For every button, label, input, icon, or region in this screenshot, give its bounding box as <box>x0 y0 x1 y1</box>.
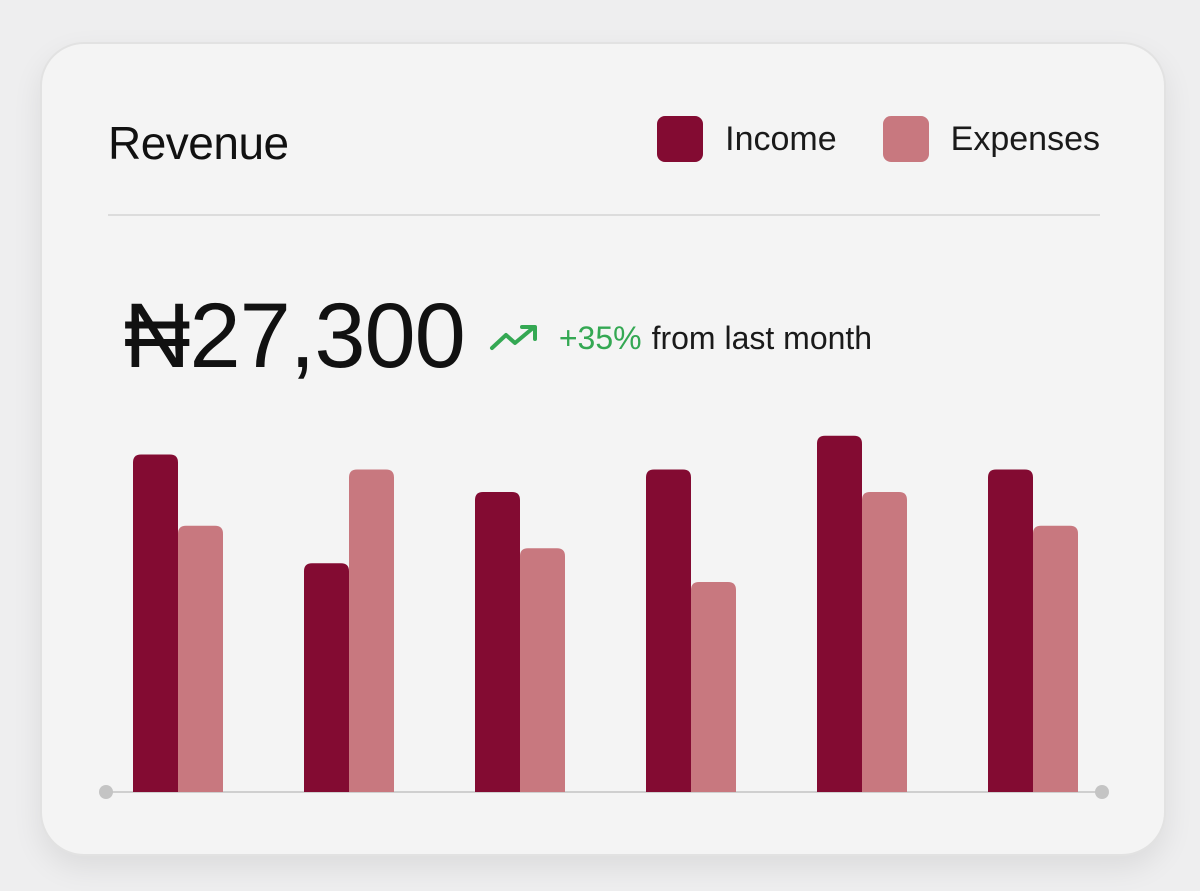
legend-item-income: Income <box>657 116 837 162</box>
axis-end-dot <box>1095 785 1109 799</box>
bar-expenses-4 <box>691 582 736 792</box>
bar-expenses-3 <box>520 548 565 792</box>
change-text: from last month <box>651 319 873 356</box>
legend-swatch-income <box>657 116 704 162</box>
header-divider <box>108 214 1100 216</box>
bar-chart <box>99 435 1109 799</box>
bar-income-3 <box>475 492 520 792</box>
revenue-card: Revenue Income Expenses ₦27,300 +35% fro… <box>40 42 1166 856</box>
bar-expenses-5 <box>862 492 907 792</box>
revenue-summary: ₦27,300 +35% from last month <box>124 284 872 389</box>
axis-start-dot <box>99 785 113 799</box>
trend-up-icon <box>489 325 537 350</box>
bar-expenses-1 <box>178 525 223 792</box>
legend-item-expenses: Expenses <box>882 116 1100 162</box>
revenue-amount: ₦27,300 <box>124 285 466 387</box>
bar-expenses-2 <box>349 469 394 792</box>
bar-expenses-6 <box>1033 525 1078 792</box>
chart-title: Revenue <box>108 117 289 169</box>
bar-income-1 <box>133 454 178 792</box>
revenue-change: +35% from last month <box>489 320 872 357</box>
bar-income-4 <box>646 469 691 792</box>
bar-income-5 <box>817 435 862 792</box>
legend-label-expenses: Expenses <box>950 119 1100 158</box>
bar-income-6 <box>988 469 1033 792</box>
bar-income-2 <box>304 563 349 792</box>
chart-legend: Income Expenses <box>657 116 1100 162</box>
legend-label-income: Income <box>725 119 837 158</box>
legend-swatch-expenses <box>882 116 929 162</box>
change-percent: +35% <box>558 319 642 356</box>
